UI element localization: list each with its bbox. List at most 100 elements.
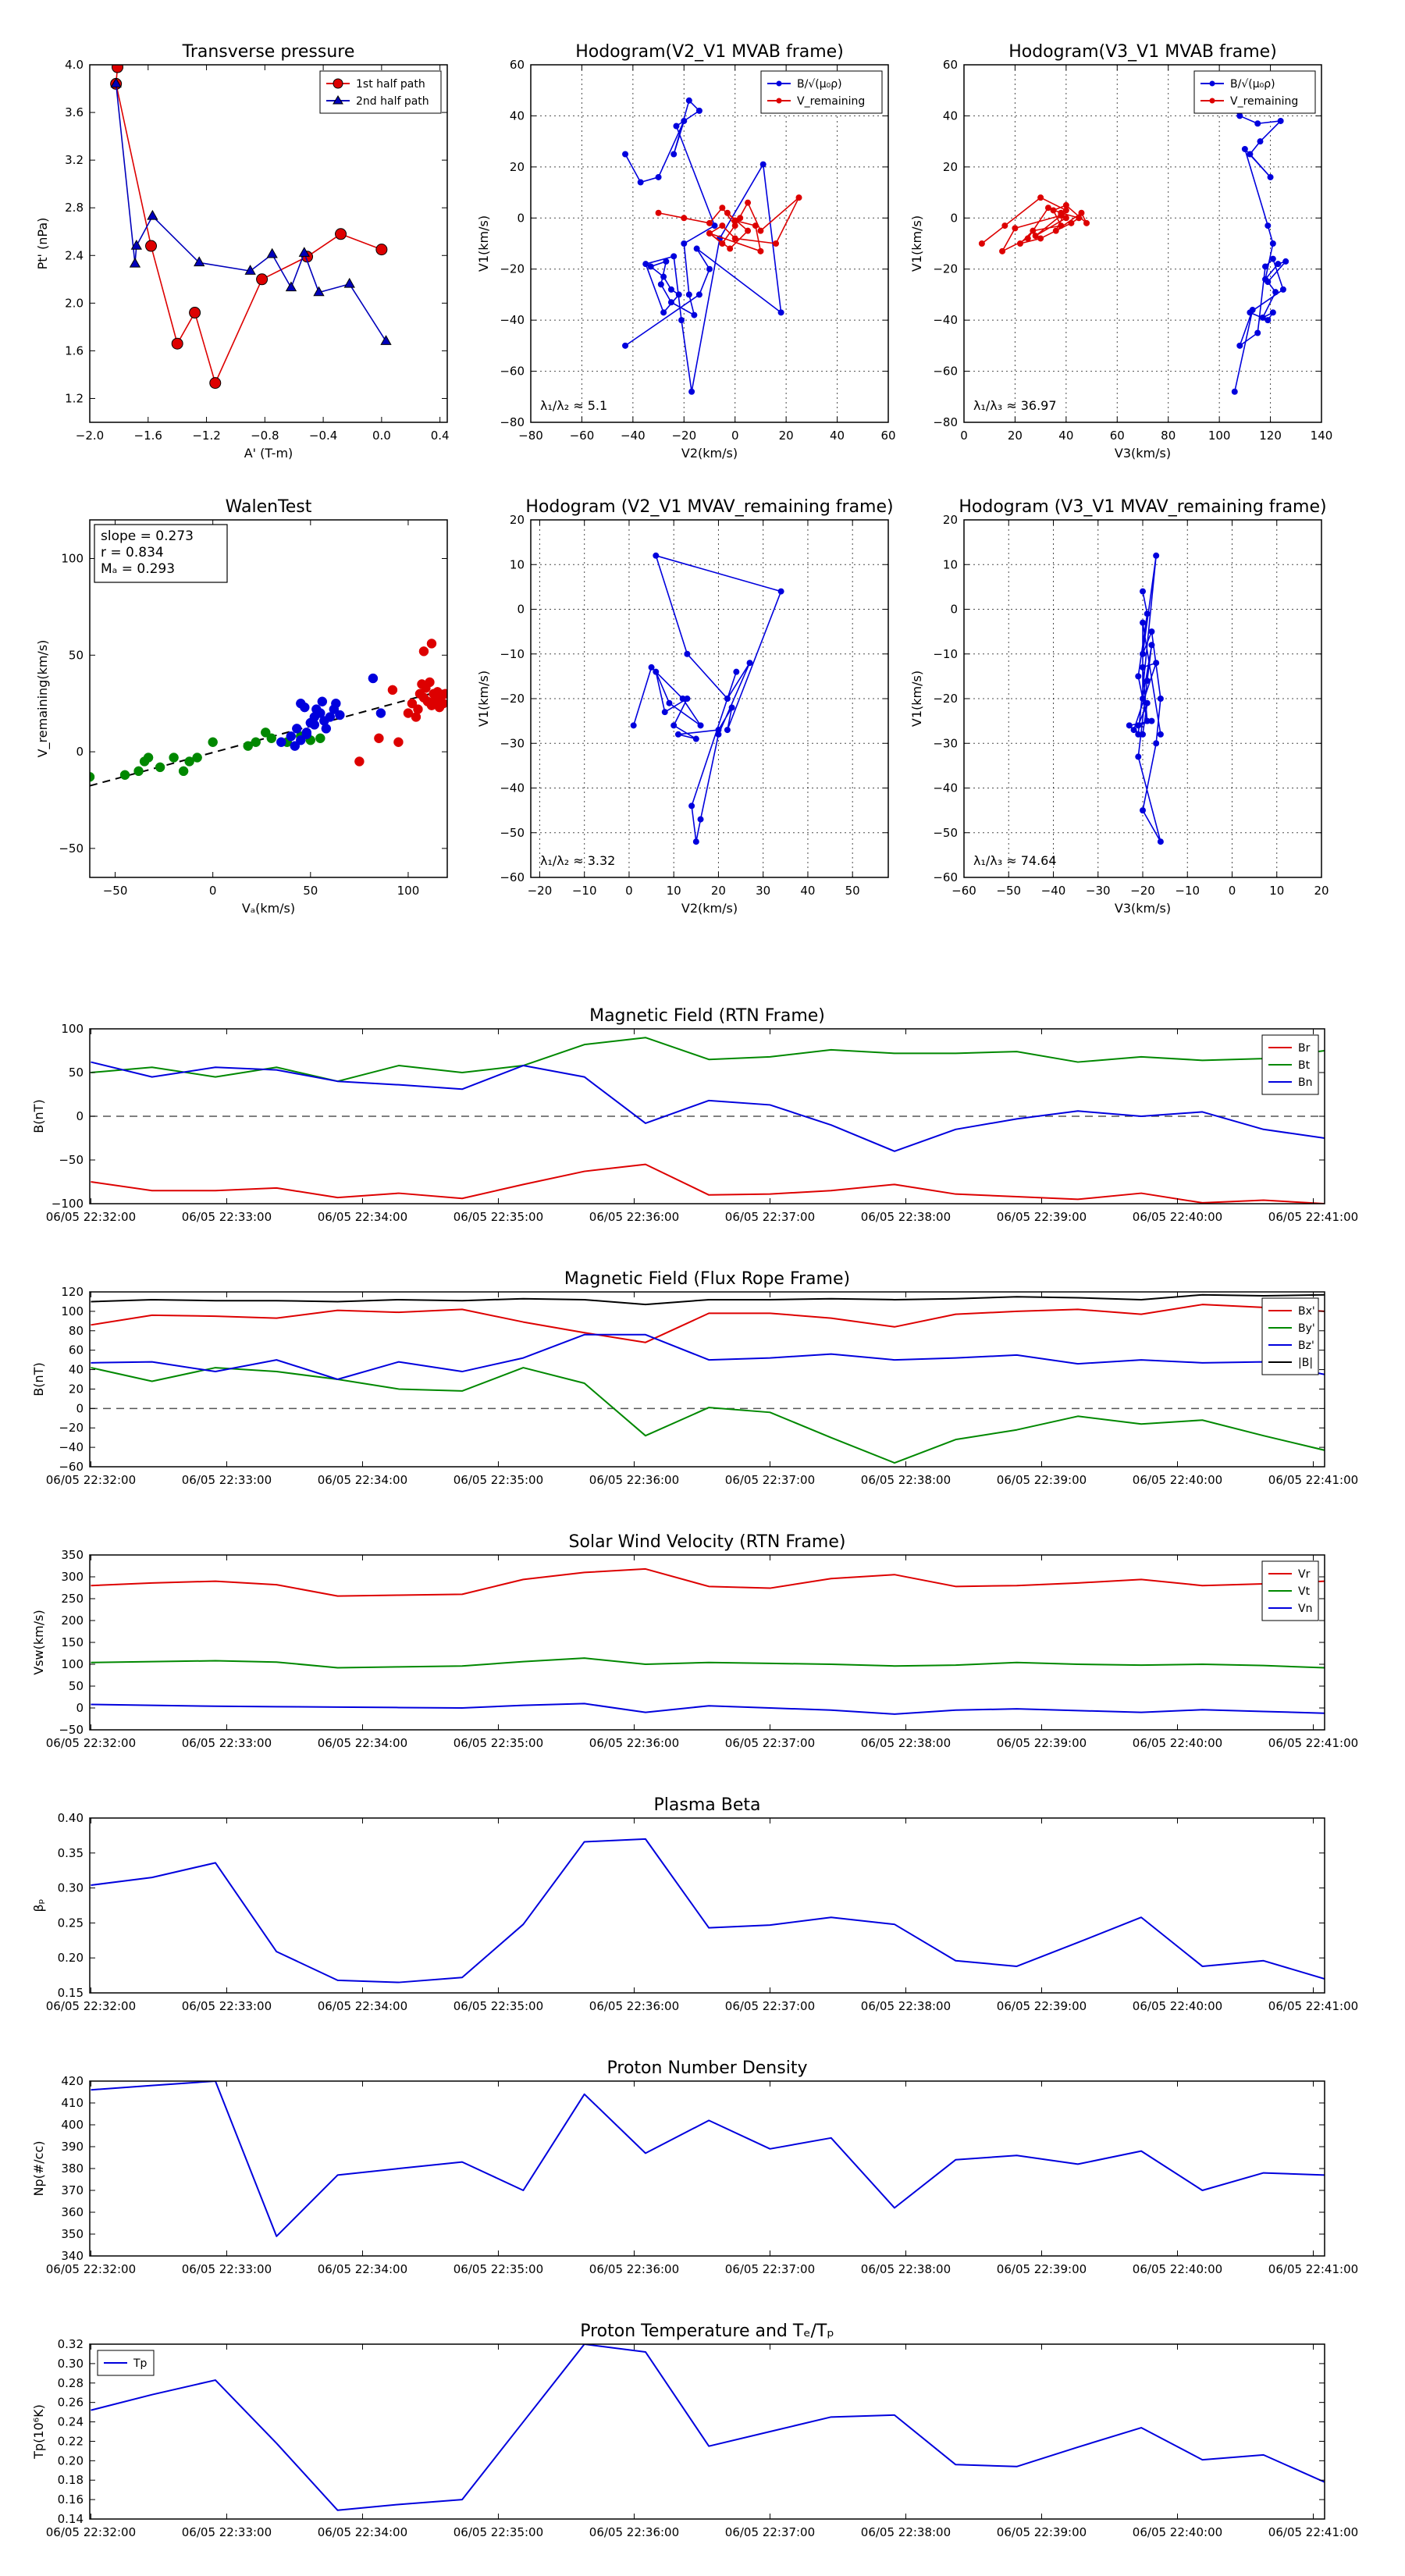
data-point — [667, 286, 674, 293]
data-layer — [630, 552, 784, 845]
data-point — [1257, 138, 1264, 145]
y-tick-label: 0.30 — [58, 2357, 84, 2371]
y-tick-label: 0.18 — [58, 2473, 84, 2487]
y-tick-label: 340 — [61, 2249, 84, 2263]
legend-label: Bz' — [1298, 1340, 1314, 1352]
y-tick-label: 0 — [517, 603, 525, 617]
x-tick-label: 100 — [397, 884, 420, 898]
data-point — [719, 222, 726, 229]
x-tick-label: 06/05 22:34:00 — [318, 2525, 407, 2539]
chart-title: Solar Wind Velocity (RTN Frame) — [569, 1532, 846, 1552]
data-point — [1037, 194, 1044, 201]
y-tick-label: 1.6 — [65, 343, 84, 358]
x-tick-label: 06/05 22:34:00 — [318, 2262, 407, 2276]
data-point — [681, 240, 688, 247]
y-tick-label: 10 — [943, 557, 958, 571]
y-tick-label: 0.30 — [58, 1881, 84, 1895]
x-tick-label: 06/05 22:41:00 — [1268, 1999, 1358, 2013]
x-tick-label: −1.2 — [192, 429, 220, 443]
legend-label: B/√(μ₀ρ) — [1230, 78, 1275, 91]
x-tick-label: 06/05 22:35:00 — [454, 2262, 543, 2276]
y-tick-label: 2.0 — [65, 296, 84, 310]
data-point — [655, 173, 662, 180]
y-tick-label: 50 — [69, 1066, 84, 1080]
data-point — [692, 735, 699, 742]
data-point — [719, 205, 726, 212]
data-point — [622, 342, 629, 349]
stats-text: r = 0.834 — [101, 545, 164, 560]
y-tick-label: −60 — [500, 870, 525, 884]
data-point — [1282, 258, 1289, 265]
x-tick-label: 06/05 22:32:00 — [46, 2262, 136, 2276]
chart-title: Transverse pressure — [182, 42, 355, 62]
plot-area — [90, 2081, 1325, 2256]
x-tick-label: 0.0 — [372, 429, 391, 443]
y-tick-label: 10 — [510, 557, 525, 571]
y-tick-label: 40 — [510, 109, 525, 123]
y-tick-label: 20 — [510, 160, 525, 174]
series-line — [91, 1567, 1325, 1597]
plot-area — [531, 65, 888, 422]
legend-label: 1st half path — [356, 78, 425, 91]
data-point — [1024, 235, 1031, 242]
series-line — [91, 1367, 1325, 1464]
y-tick-label: −30 — [933, 736, 958, 750]
data-point — [660, 309, 667, 316]
legend-label: Vr — [1298, 1568, 1311, 1581]
data-point — [1157, 696, 1164, 702]
x-tick-label: 06/05 22:34:00 — [318, 1210, 407, 1224]
x-tick-label: 06/05 22:39:00 — [997, 1999, 1087, 2013]
data-point — [438, 698, 447, 709]
x-tick-label: 06/05 22:36:00 — [589, 2525, 679, 2539]
x-tick-label: 06/05 22:39:00 — [997, 2262, 1087, 2276]
x-tick-label: 06/05 22:35:00 — [454, 1999, 543, 2013]
data-point — [1076, 215, 1083, 222]
data-point — [711, 222, 718, 229]
x-tick-label: −2.0 — [76, 429, 104, 443]
y-tick-label: 0.20 — [58, 1951, 84, 1965]
data-point — [375, 244, 388, 256]
y-tick-label: 20 — [510, 513, 525, 527]
x-tick-label: 0 — [960, 429, 968, 443]
annotation: λ₁/λ₃ ≈ 74.64 — [973, 853, 1057, 868]
panel-mag_rtn: 06/05 22:32:00 06/05 22:33:00 06/05 22:34:… — [31, 1006, 1358, 1224]
series-line — [91, 1333, 1325, 1380]
panel-tp: −2.0 −1.6 −1.2 −0.8 −0.4 0.0 0.4 1.2 1.6 2.0 2.4 2.… — [35, 42, 450, 461]
data-point — [795, 194, 802, 201]
data-point — [143, 753, 154, 763]
data-point — [298, 247, 310, 257]
data-point — [670, 151, 678, 158]
y-tick-label: 80 — [69, 1324, 84, 1338]
data-point — [1269, 309, 1276, 316]
x-tick-label: 06/05 22:37:00 — [725, 2262, 815, 2276]
x-tick-label: 0 — [625, 884, 633, 898]
y-tick-label: −40 — [500, 313, 525, 327]
data-point — [1277, 117, 1284, 124]
y-axis-label: Np(#/cc) — [31, 2141, 46, 2197]
y-tick-label: 150 — [61, 1635, 84, 1649]
data-point — [1264, 279, 1272, 286]
data-point — [1068, 219, 1075, 226]
data-point — [724, 209, 731, 216]
y-tick-label: 0.14 — [58, 2512, 84, 2526]
data-point — [724, 696, 731, 702]
series-line — [91, 2344, 1325, 2511]
data-point — [375, 708, 386, 718]
y-tick-label: 100 — [61, 1022, 84, 1036]
y-tick-label: 0 — [76, 1109, 84, 1123]
y-tick-label: −40 — [500, 781, 525, 795]
y-tick-label: 100 — [61, 1657, 84, 1671]
data-layer — [622, 97, 802, 395]
x-tick-label: 06/05 22:32:00 — [46, 1999, 136, 2013]
data-point — [1083, 219, 1090, 226]
x-tick-label: 40 — [1058, 429, 1073, 443]
data-layer — [90, 639, 447, 787]
data-point — [184, 756, 194, 767]
legend-label: |B| — [1298, 1357, 1313, 1369]
y-tick-label: −60 — [500, 365, 525, 379]
x-tick-label: 60 — [880, 429, 895, 443]
y-tick-label: −40 — [933, 313, 958, 327]
data-point — [296, 735, 306, 745]
legend-label: Bt — [1298, 1059, 1311, 1072]
plot-area — [90, 65, 447, 422]
